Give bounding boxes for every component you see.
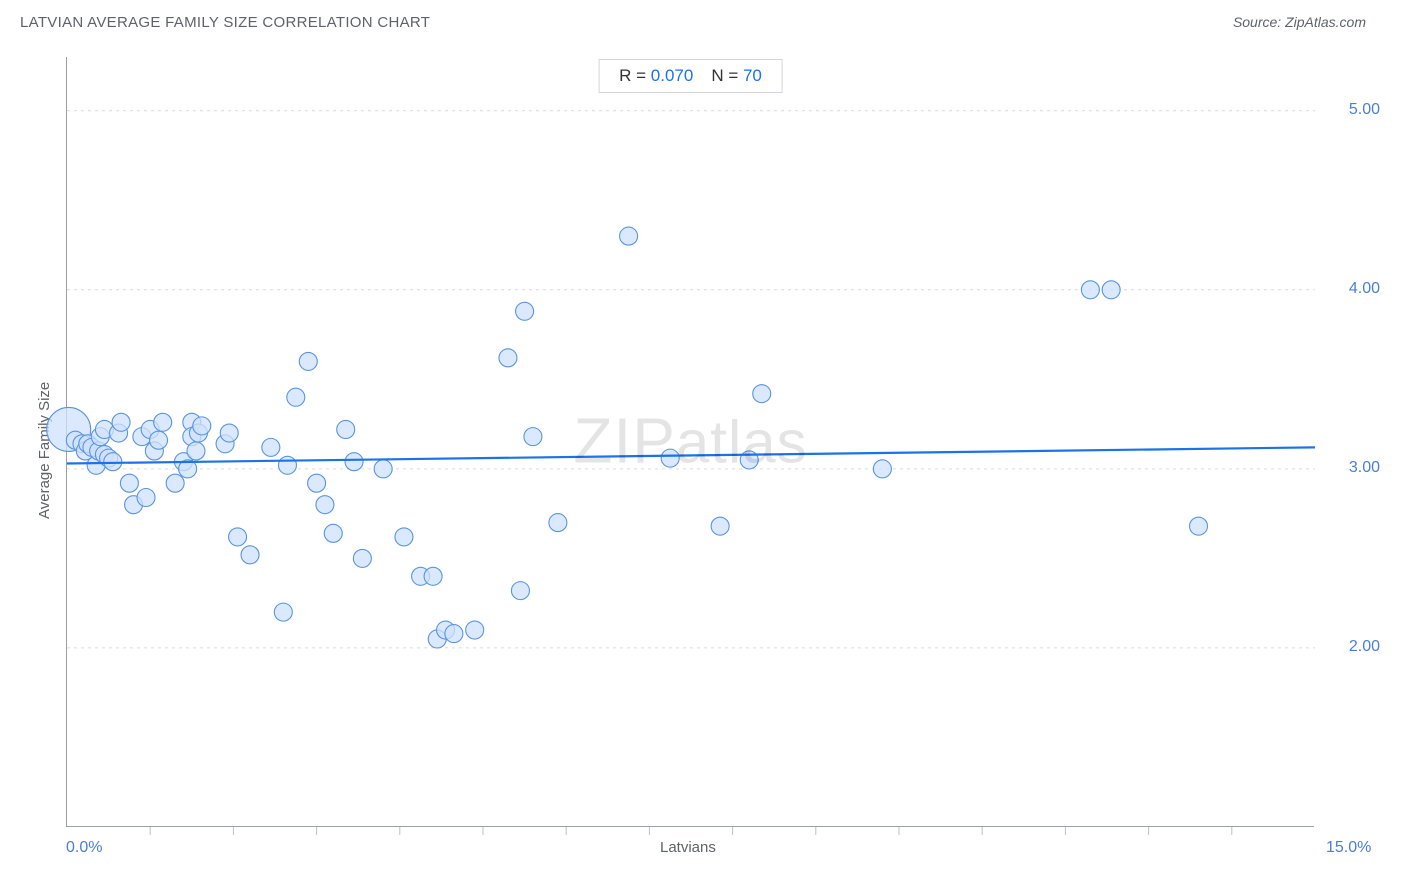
y-tick-label: 4.00 — [1324, 280, 1380, 298]
data-point — [274, 603, 292, 621]
data-point — [324, 524, 342, 542]
data-point — [353, 549, 371, 567]
data-point — [241, 546, 259, 564]
data-point — [524, 428, 542, 446]
data-point — [150, 431, 168, 449]
data-point — [187, 442, 205, 460]
trend-line — [67, 447, 1315, 463]
data-point — [395, 528, 413, 546]
data-point — [193, 417, 211, 435]
data-point — [104, 453, 122, 471]
data-point — [445, 625, 463, 643]
data-point — [511, 582, 529, 600]
y-axis-title: Average Family Size — [36, 382, 53, 519]
data-point — [299, 352, 317, 370]
data-point — [229, 528, 247, 546]
x-axis-title: Latvians — [660, 839, 716, 856]
data-point — [549, 514, 567, 532]
stats-box: R = 0.070 N = 70 — [598, 59, 783, 93]
chart-header: LATVIAN AVERAGE FAMILY SIZE CORRELATION … — [20, 14, 1386, 31]
data-point — [220, 424, 238, 442]
y-tick-label: 2.00 — [1324, 638, 1380, 656]
data-point — [499, 349, 517, 367]
n-value: 70 — [743, 66, 762, 85]
data-point — [620, 227, 638, 245]
chart-title: LATVIAN AVERAGE FAMILY SIZE CORRELATION … — [20, 14, 430, 31]
x-tick-end: 15.0% — [1326, 839, 1371, 857]
data-point — [711, 517, 729, 535]
data-point — [1081, 281, 1099, 299]
data-point — [112, 413, 130, 431]
data-point — [661, 449, 679, 467]
x-tick-start: 0.0% — [66, 839, 102, 857]
data-point — [753, 385, 771, 403]
data-point — [1190, 517, 1208, 535]
data-point — [120, 474, 138, 492]
data-point — [287, 388, 305, 406]
data-point — [516, 302, 534, 320]
data-point — [154, 413, 172, 431]
data-point — [424, 567, 442, 585]
data-point — [466, 621, 484, 639]
data-point — [316, 496, 334, 514]
data-point — [345, 453, 363, 471]
data-point — [873, 460, 891, 478]
source-label: Source: ZipAtlas.com — [1233, 14, 1366, 30]
chart-container: Average Family Size R = 0.070N = 70 ZIPa… — [20, 39, 1386, 875]
data-point — [278, 456, 296, 474]
n-label: N = — [711, 66, 743, 85]
data-point — [262, 438, 280, 456]
y-tick-label: 5.00 — [1324, 101, 1380, 119]
data-point — [308, 474, 326, 492]
data-point — [374, 460, 392, 478]
y-tick-label: 3.00 — [1324, 459, 1380, 477]
data-point — [337, 420, 355, 438]
data-point — [1102, 281, 1120, 299]
data-point — [166, 474, 184, 492]
r-value: 0.070 — [651, 66, 694, 85]
plot-area: R = 0.070N = 70 ZIPatlas — [66, 57, 1314, 827]
r-label: R = — [619, 66, 651, 85]
chart-svg — [67, 57, 1314, 826]
data-point — [137, 489, 155, 507]
